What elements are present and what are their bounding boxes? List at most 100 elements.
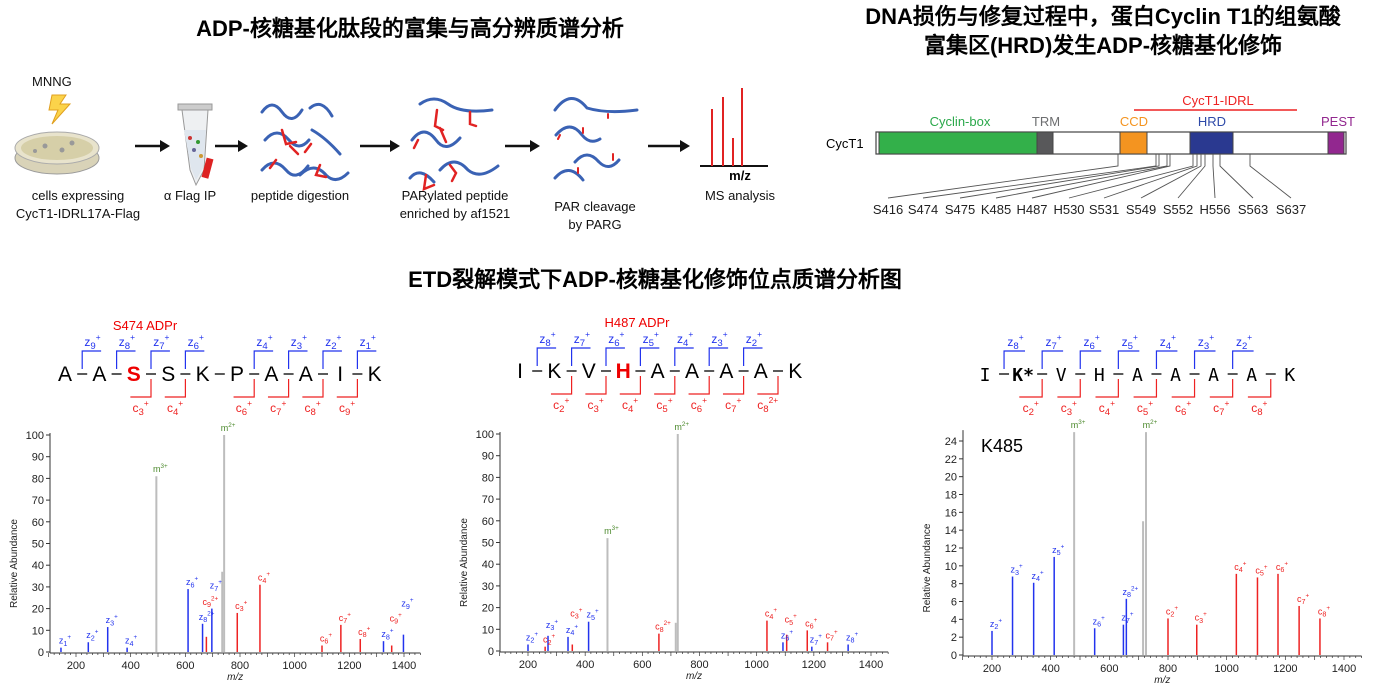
c-ion-bracket: [585, 376, 607, 395]
z-peak-label: z7+: [1121, 611, 1134, 625]
z-peak-label: z2+: [526, 631, 539, 645]
x-tick-label: 400: [121, 660, 139, 672]
site-connector: [1249, 154, 1292, 199]
c-ion-label: c5+: [1137, 398, 1153, 418]
residue: K: [547, 360, 561, 383]
y-tick-label: 16: [945, 507, 957, 519]
m-peak-label: m3+: [604, 525, 619, 536]
workflow-step-sublabel: enriched by af1521: [400, 206, 511, 221]
c-ion-bracket: [1095, 379, 1119, 398]
c-ion-bracket: [722, 376, 745, 395]
z-ion-bracket: [81, 350, 102, 369]
z-peak-label: z3+: [1010, 563, 1023, 577]
z-ion-bracket: [322, 350, 342, 369]
c-ion-label: c4+: [167, 398, 183, 418]
y-tick-label: 80: [32, 473, 44, 485]
site-label: H487: [1016, 202, 1047, 217]
axes: 0 10 20 30 40 50 60 70 80 90 100 200 400 600 800 1000 12…: [9, 430, 421, 683]
c-ion-label: c6+: [236, 398, 252, 418]
c-peak-label: c6+: [1276, 560, 1289, 574]
c-peak-label: c9+: [390, 612, 403, 626]
c-ion-label: c7+: [270, 398, 286, 418]
y-tick-label: 30: [32, 582, 44, 594]
z-peak-label: z2+: [86, 629, 99, 643]
site-connector: [1103, 154, 1198, 199]
c-ion-bracket: [1171, 379, 1196, 398]
m-peak-label: m2+: [674, 421, 689, 432]
m-peak-label: m3+: [153, 463, 168, 474]
z-ion-bracket: [536, 347, 557, 366]
parylated-peptides-icon: [408, 97, 500, 191]
residue: A: [719, 360, 733, 383]
y-tick-label: 80: [482, 472, 494, 484]
c-ion-bracket: [1209, 379, 1234, 398]
site-label: S474: [908, 202, 938, 217]
x-tick-label: 800: [690, 659, 708, 671]
arrowhead-icon: [530, 140, 540, 152]
residue: K: [788, 360, 802, 383]
c-peak-label: c5+: [1255, 564, 1268, 578]
z-ion-bracket: [150, 350, 170, 369]
spectra-title: ETD裂解模式下ADP-核糖基化修饰位点质谱分析图: [408, 267, 902, 292]
z-ion-label: z9+: [84, 332, 100, 352]
y-tick-label: 20: [32, 604, 44, 616]
y-tick-label: 0: [488, 646, 494, 658]
z-ion-bracket: [356, 350, 377, 369]
z-peak-label: z4+: [566, 623, 579, 637]
domain-ccd: [1119, 131, 1148, 155]
residue: A: [1132, 365, 1143, 386]
x-tick-label: 200: [983, 663, 1001, 675]
c-ion-label: c3+: [1061, 398, 1077, 418]
modified-residue: S: [127, 363, 141, 386]
site-label: S552: [1163, 202, 1193, 217]
spectrum-annotation: K485: [981, 436, 1023, 456]
c-ion-label: c4+: [622, 395, 638, 415]
z-peak-label: z6+: [186, 576, 199, 590]
c-ion-label: c6+: [1175, 398, 1191, 418]
residue: A: [299, 363, 313, 386]
site-label: S563: [1238, 202, 1268, 217]
y-tick-label: 100: [476, 429, 494, 441]
y-tick-label: 10: [945, 561, 957, 573]
y-tick-label: 6: [951, 597, 957, 609]
c-ion-bracket: [1247, 379, 1272, 398]
residue: I: [337, 363, 343, 386]
c-peak-label: c5+: [785, 613, 798, 627]
c-ion-label: c7+: [725, 395, 741, 415]
y-tick-label: 18: [945, 490, 957, 502]
z-ion-label: z7+: [574, 329, 590, 349]
c-ion-label: c3+: [133, 398, 149, 418]
residue: S: [161, 363, 175, 386]
x-tick-label: 400: [1041, 663, 1059, 675]
peptide-sequence: I K* V H A A A A Kz8+ z7+ z6+ z5+ z4+ z3+ z2+ c2+ c3+ c4+…: [980, 332, 1296, 418]
c-ion-bracket: [267, 379, 290, 398]
z-peak-label: z8+: [846, 631, 859, 645]
residue: A: [264, 363, 278, 386]
c-peak-label: c6+: [320, 632, 333, 646]
x-tick-label: 800: [231, 660, 249, 672]
workflow-step-label: PARylated peptide: [402, 188, 509, 203]
peaks: z2+ z3+ z4+ z5+ m3+ z6+ z7+ z82+ m2+ c2+ c3+ c4+ c5+…: [990, 419, 1330, 655]
site-connector: [922, 154, 1157, 199]
modification-site-label: S474 ADPr: [113, 318, 178, 333]
c-ion-bracket: [1133, 379, 1158, 398]
domain-title-line1: DNA损伤与修复过程中，蛋白Cyclin T1的组氨酸: [865, 4, 1341, 29]
domain-label: PEST: [1321, 114, 1355, 129]
z-ion-bracket: [570, 347, 591, 366]
workflow: MNNG: [14, 74, 776, 232]
z-ion-label: z3+: [291, 332, 307, 352]
z-peak-label: z8+: [381, 628, 394, 642]
residue: A: [1208, 365, 1219, 386]
y-axis-label: Relative Abundance: [459, 518, 470, 607]
z-ion-bracket: [1232, 350, 1254, 369]
modification-site-label: H487 ADPr: [604, 315, 670, 330]
c-peak-label: c6+: [805, 617, 818, 631]
z-ion-label: z7+: [153, 332, 169, 352]
modified-residue: H: [616, 360, 631, 383]
site-connector: [995, 154, 1168, 199]
z-peak-label: z82+: [1123, 585, 1139, 599]
z-ion-label: z4+: [677, 329, 693, 349]
domain-label: TRM: [1032, 114, 1060, 129]
y-tick-label: 8: [951, 579, 957, 591]
c-peak-label: c2+: [1166, 605, 1179, 619]
